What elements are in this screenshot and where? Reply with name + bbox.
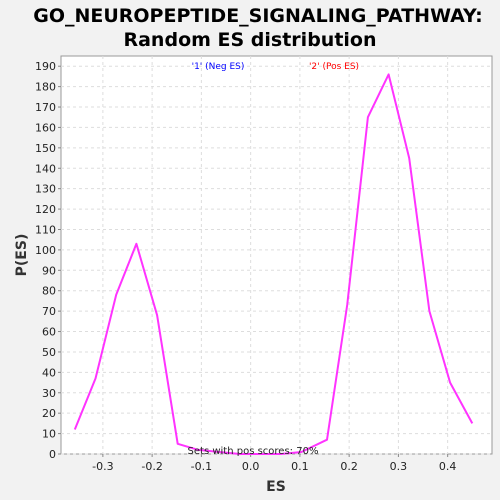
y-tick-label: 170: [35, 101, 56, 114]
x-tick-label: 0.2: [340, 460, 358, 473]
tick-labels: 0 10 20 30 40 50 60 70 80 90 100 110 120 130 140 150 160…: [35, 60, 456, 473]
y-tick-label: 90: [42, 264, 56, 277]
y-tick-label: 100: [35, 244, 56, 257]
y-tick-label: 180: [35, 81, 56, 94]
x-tick-label: 0.1: [291, 460, 309, 473]
chart-subtitle: Random ES distribution: [123, 29, 376, 51]
y-tick-label: 0: [49, 448, 56, 461]
pos-scores-annotation: Sets with pos scores: 70%: [188, 446, 319, 457]
plot-area: [60, 55, 493, 455]
series-line: [73, 73, 474, 455]
x-tick-label: 0.4: [439, 460, 457, 473]
y-tick-label: 20: [42, 407, 56, 420]
legend-item-neg: '1' (Neg ES): [192, 62, 245, 72]
y-tick-label: 160: [35, 121, 56, 134]
y-tick-label: 30: [42, 387, 56, 400]
y-tick-label: 50: [42, 346, 56, 359]
x-tick-label: -0.1: [191, 460, 212, 473]
grid-lines: [61, 56, 492, 455]
y-tick-label: 70: [42, 305, 56, 318]
y-tick-label: 190: [35, 60, 56, 73]
x-tick-label: -0.3: [92, 460, 113, 473]
x-tick-label: 0.3: [390, 460, 408, 473]
y-tick-label: 150: [35, 142, 56, 155]
series-lines: [73, 73, 474, 455]
x-axis-title: ES: [266, 479, 286, 495]
y-tick-label: 60: [42, 326, 56, 339]
y-tick-label: 110: [35, 223, 56, 236]
y-tick-label: 140: [35, 162, 56, 175]
y-tick-label: 80: [42, 285, 56, 298]
axes: [58, 65, 449, 457]
y-tick-label: 130: [35, 183, 56, 196]
y-axis-title: P(ES): [14, 234, 30, 277]
x-tick-label: 0.0: [242, 460, 260, 473]
y-tick-label: 40: [42, 366, 56, 379]
x-tick-label: -0.2: [141, 460, 162, 473]
legend-item-pos: '2' (Pos ES): [309, 62, 359, 72]
chart-title: GO_NEUROPEPTIDE_SIGNALING_PATHWAY:: [33, 5, 483, 27]
y-tick-label: 120: [35, 203, 56, 216]
y-tick-label: 10: [42, 428, 56, 441]
